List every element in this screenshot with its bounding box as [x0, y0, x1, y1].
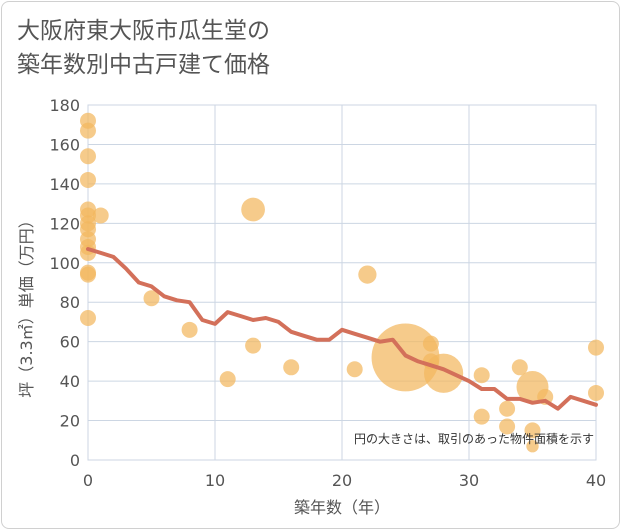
- y-tick-label: 40: [60, 372, 80, 391]
- bubble-size-note: 円の大きさは、取引のあった物件面積を示す: [354, 431, 594, 446]
- data-point: [588, 384, 604, 401]
- x-tick-label: 10: [205, 471, 225, 490]
- data-point: [80, 122, 96, 139]
- data-point: [526, 439, 539, 453]
- data-point: [80, 266, 96, 283]
- data-point: [219, 371, 236, 388]
- title-line-1: 大阪府東大阪市瓜生堂の: [17, 18, 270, 44]
- x-tick-label: 20: [332, 471, 352, 490]
- data-point: [588, 339, 604, 356]
- data-point: [422, 335, 439, 352]
- data-point: [241, 197, 265, 222]
- data-point: [524, 422, 541, 439]
- grid: [87, 104, 597, 461]
- data-point: [181, 321, 198, 338]
- y-axis-label: 坪（3.3㎡）単価（万円）: [17, 212, 36, 397]
- data-point: [245, 337, 262, 354]
- title-line-2: 築年数別中古戸建て価格: [17, 52, 270, 78]
- data-point: [511, 359, 528, 376]
- data-point: [473, 367, 490, 384]
- tick-labels: 0 20 40 60 80 100 120 140 160 180 0 10 20 30 40: [49, 96, 606, 490]
- y-tick-label: 20: [60, 412, 80, 431]
- y-tick-label: 0: [70, 451, 80, 470]
- trend-line-group: [86, 247, 598, 411]
- data-point: [499, 418, 516, 435]
- data-point: [283, 359, 300, 376]
- data-point: [358, 265, 377, 284]
- y-tick-label: 140: [49, 175, 80, 194]
- data-point: [92, 207, 109, 224]
- y-tick-label: 60: [60, 333, 80, 352]
- y-tick-label: 100: [49, 254, 80, 273]
- x-tick-label: 0: [83, 471, 93, 490]
- data-point: [80, 310, 96, 326]
- x-tick-label: 30: [459, 471, 479, 490]
- x-tick-label: 40: [586, 471, 606, 490]
- data-point: [80, 148, 96, 165]
- data-point: [473, 408, 490, 425]
- chart-title: 大阪府東大阪市瓜生堂の 築年数別中古戸建て価格: [17, 14, 270, 82]
- trend-line: [86, 247, 598, 411]
- data-point: [499, 400, 516, 417]
- data-point: [346, 361, 363, 378]
- y-tick-label: 180: [49, 96, 80, 115]
- x-axis-label: 築年数（年）: [294, 498, 390, 517]
- y-tick-label: 80: [60, 293, 80, 312]
- y-tick-label: 160: [49, 135, 80, 154]
- y-tick-label: 120: [49, 214, 80, 233]
- data-point: [143, 290, 160, 307]
- data-point: [80, 171, 96, 188]
